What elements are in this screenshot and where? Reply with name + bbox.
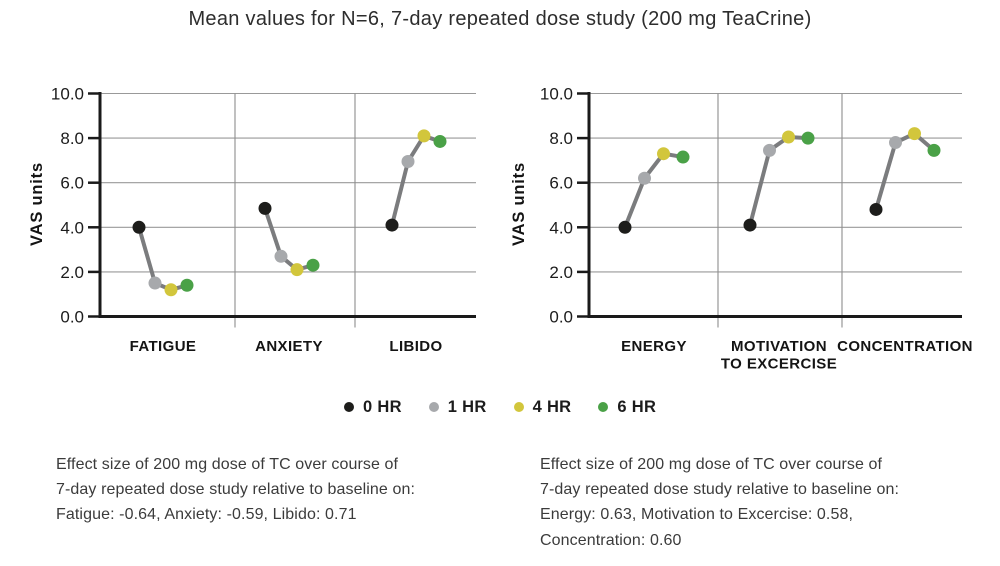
category-label: TO EXCERCISE — [721, 356, 837, 373]
data-point — [290, 263, 304, 277]
footnote-right-line-4: Concentration: 0.60 — [540, 531, 682, 549]
data-point — [782, 130, 795, 144]
y-tick-label: 6.0 — [549, 174, 573, 193]
legend-dot-6hr-icon — [598, 402, 609, 413]
data-line — [623, 151, 684, 229]
data-line — [874, 131, 936, 211]
legend-item-1hr: 1 HR — [428, 398, 487, 416]
y-tick-label: 2.0 — [549, 263, 573, 282]
legend-item-4hr: 4 HR — [513, 398, 572, 416]
data-point — [132, 220, 146, 234]
data-point — [306, 258, 320, 272]
data-point — [638, 171, 651, 185]
data-point — [164, 283, 178, 297]
y-tick-label: 0.0 — [60, 308, 84, 327]
data-point — [657, 147, 670, 161]
data-point — [180, 278, 194, 292]
legend-label-6hr: 6 HR — [617, 398, 657, 416]
category-label: LIBIDO — [389, 338, 442, 355]
footnote-left-line-1: Effect size of 200 mg dose of TC over co… — [56, 456, 399, 473]
footnote-left: Effect size of 200 mg dose of TC over co… — [56, 452, 536, 528]
data-point — [801, 131, 815, 145]
legend-dot-4hr-icon — [513, 402, 524, 413]
legend-label-4hr: 4 HR — [532, 398, 572, 416]
data-point — [274, 249, 288, 263]
chart-right-panel: 0.0 2.0 4.0 6.0 8.0 10.0 VAS units ENERGY MOTIVA… — [510, 85, 973, 373]
data-point — [743, 218, 757, 232]
footnote-right-line-3: Energy: 0.63, Motivation to Excercise: 0… — [540, 506, 854, 524]
category-label: MOTIVATION — [731, 338, 827, 355]
y-tick-label: 4.0 — [60, 218, 84, 237]
category-label: FATIGUE — [130, 338, 197, 355]
data-point — [148, 276, 162, 290]
y-tick-label: 10.0 — [51, 85, 84, 104]
data-point — [676, 150, 690, 164]
data-point — [869, 202, 883, 216]
data-point — [927, 143, 941, 157]
y-axis-title: VAS units — [510, 162, 528, 246]
footnote-right: Effect size of 200 mg dose of TC over co… — [540, 452, 1000, 553]
data-point — [889, 136, 902, 150]
data-line — [748, 134, 809, 226]
y-tick-label: 10.0 — [540, 85, 573, 104]
data-point — [908, 127, 921, 141]
y-tick-label: 4.0 — [549, 218, 573, 237]
legend-item-0hr: 0 HR — [344, 399, 402, 416]
data-point — [433, 134, 447, 148]
data-line — [390, 133, 441, 226]
y-tick-label: 2.0 — [60, 263, 84, 282]
y-tick-label: 8.0 — [549, 129, 573, 148]
data-point — [417, 129, 431, 143]
y-tick-label: 8.0 — [60, 129, 84, 148]
category-label: CONCENTRATION — [837, 338, 973, 355]
footnote-left-line-3: Fatigue: -0.64, Anxiety: -0.59, Libido: … — [56, 506, 357, 524]
legend-label-0hr: 0 HR — [363, 398, 402, 416]
chart-left-panel: 0.0 2.0 4.0 6.0 8.0 10.0 VAS units FATIGUE ANXIE… — [28, 85, 476, 355]
legend: 0 HR 1 HR 4 HR 6 HR — [344, 399, 656, 416]
data-point — [258, 201, 272, 215]
legend-item-6hr: 6 HR — [598, 399, 656, 416]
category-label: ENERGY — [621, 338, 687, 355]
legend-label-1hr: 1 HR — [447, 398, 487, 416]
data-line — [137, 226, 188, 292]
data-point — [401, 155, 415, 169]
data-line — [263, 207, 314, 272]
legend-dot-1hr-icon — [428, 402, 439, 413]
data-point — [385, 218, 399, 232]
footnote-right-line-2: 7-day repeated dose study relative to ba… — [540, 481, 900, 499]
footnote-right-line-1: Effect size of 200 mg dose of TC over co… — [540, 456, 883, 473]
legend-dot-0hr-icon — [344, 402, 354, 413]
category-label: ANXIETY — [255, 338, 323, 355]
y-axis-title: VAS units — [28, 162, 46, 246]
data-point — [618, 220, 632, 234]
chart-title: Mean values for N=6, 7-day repeated dose… — [188, 8, 812, 30]
data-point — [763, 143, 776, 157]
y-tick-label: 0.0 — [549, 308, 573, 327]
footnote-left-line-2: 7-day repeated dose study relative to ba… — [56, 481, 416, 499]
y-tick-label: 6.0 — [60, 174, 84, 193]
